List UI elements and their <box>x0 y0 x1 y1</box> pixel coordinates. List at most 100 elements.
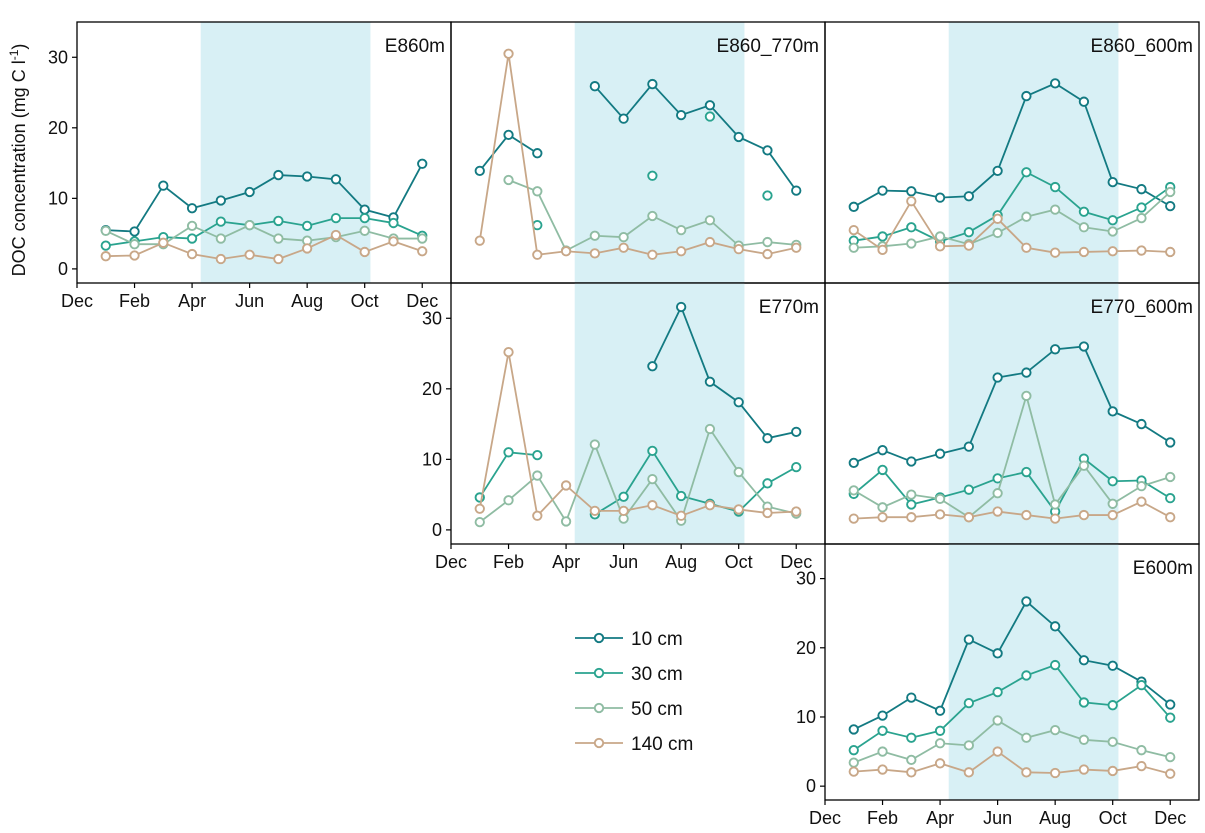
season-shading <box>574 283 745 544</box>
data-point <box>1050 247 1061 258</box>
series-30-cm <box>532 111 773 231</box>
data-point <box>1107 476 1118 487</box>
data-point <box>1078 206 1090 217</box>
data-point <box>704 500 716 511</box>
data-point <box>963 634 974 645</box>
data-point <box>1165 200 1176 212</box>
x-tick-label: Aug <box>291 291 323 311</box>
data-point <box>1021 732 1032 743</box>
data-point <box>589 439 600 450</box>
data-point <box>100 240 111 251</box>
x-tick-label: Dec <box>1154 808 1186 828</box>
x-tick-label: Aug <box>665 552 697 572</box>
series-10-cm <box>474 78 802 196</box>
panel-label: E770_600m <box>1091 297 1193 318</box>
data-point <box>733 243 744 255</box>
data-point <box>791 242 802 253</box>
data-point <box>129 250 140 261</box>
data-point <box>733 131 744 143</box>
data-point <box>100 251 111 262</box>
data-point <box>1050 499 1061 510</box>
data-point <box>848 242 859 253</box>
data-point <box>676 109 687 121</box>
x-tick-label: Apr <box>552 552 580 572</box>
data-point <box>1021 466 1032 478</box>
data-point <box>704 100 716 111</box>
data-point <box>906 512 917 523</box>
panel-frame <box>824 543 1200 801</box>
data-point <box>1050 344 1061 355</box>
y-tick-label: 20 <box>422 379 442 399</box>
data-point <box>618 491 629 502</box>
data-point <box>1165 186 1176 198</box>
data-point <box>589 230 600 241</box>
data-point <box>1021 90 1032 102</box>
data-point <box>1107 660 1118 671</box>
data-point <box>791 185 802 196</box>
panel-label: E770m <box>759 297 819 318</box>
data-point <box>273 169 284 181</box>
data-point <box>532 148 543 159</box>
data-point <box>934 705 946 716</box>
data-point <box>503 447 514 458</box>
data-point <box>589 248 600 259</box>
series-140-cm <box>848 496 1176 524</box>
data-point <box>1165 492 1176 504</box>
data-point <box>503 174 514 186</box>
data-point <box>618 113 629 124</box>
data-point <box>1136 418 1147 430</box>
data-point <box>992 686 1003 698</box>
data-point <box>532 449 543 461</box>
data-point <box>186 248 198 260</box>
data-point <box>963 767 974 778</box>
x-tick-label: Dec <box>780 552 812 572</box>
data-point <box>244 220 255 231</box>
series-30-cm <box>848 659 1176 756</box>
data-point <box>877 231 888 242</box>
data-point <box>532 470 543 481</box>
legend-marker <box>593 632 605 644</box>
data-point <box>963 484 974 495</box>
data-point <box>877 185 888 196</box>
legend-item-50-cm: 50 cm <box>575 699 683 720</box>
data-point <box>1021 596 1032 607</box>
x-tick-label: Oct <box>725 552 753 572</box>
data-point <box>1107 765 1118 777</box>
series-10-cm <box>647 301 802 444</box>
data-point <box>963 191 974 202</box>
data-point <box>1165 512 1176 523</box>
y-tick-label: 0 <box>58 259 68 279</box>
data-point <box>215 233 226 244</box>
data-point <box>1050 659 1061 671</box>
data-point <box>215 253 226 265</box>
data-point <box>906 489 917 500</box>
data-point <box>503 346 514 358</box>
data-point <box>1078 246 1090 258</box>
data-point <box>359 204 370 215</box>
legend-marker <box>593 702 605 714</box>
x-tick-label: Dec <box>809 808 841 828</box>
series-140-cm <box>474 346 802 521</box>
panel-label: E860_600m <box>1091 36 1193 57</box>
data-point <box>388 236 399 247</box>
data-point <box>474 503 485 514</box>
data-point <box>906 732 917 743</box>
data-point <box>676 301 687 313</box>
series-140-cm <box>848 196 1176 258</box>
data-point <box>934 758 946 769</box>
series-140-cm <box>474 48 802 260</box>
series-line <box>853 392 1171 519</box>
data-point <box>963 240 974 251</box>
series-line <box>853 345 1171 464</box>
panel-e860-770m: E860_770m <box>450 21 826 284</box>
season-shading <box>200 22 371 283</box>
data-point <box>992 227 1003 239</box>
data-point <box>963 441 974 452</box>
data-point <box>992 165 1003 176</box>
data-point <box>1050 621 1061 632</box>
data-point <box>359 246 370 258</box>
data-point <box>359 225 370 236</box>
data-point <box>158 180 169 191</box>
data-point <box>618 505 629 516</box>
